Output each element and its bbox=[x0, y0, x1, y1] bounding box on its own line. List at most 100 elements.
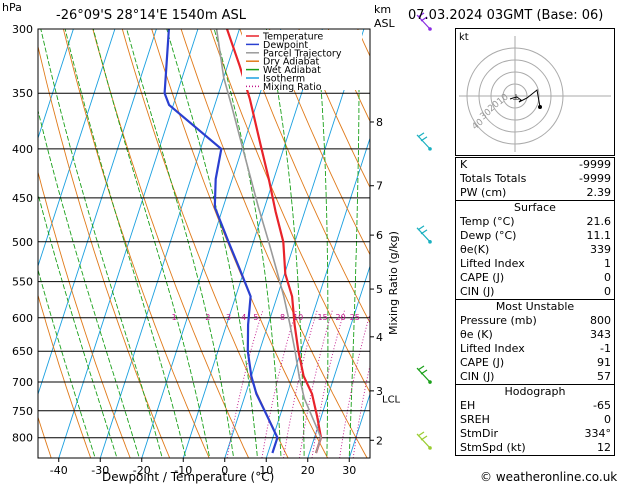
pressure-tick-label: 650 bbox=[12, 345, 33, 358]
pressure-tick-label: 400 bbox=[12, 143, 33, 156]
isotherm-line bbox=[182, 29, 323, 458]
hodo-kt-label: kt bbox=[459, 32, 469, 43]
copyright-footer: © weatheronline.co.uk bbox=[480, 470, 618, 484]
km-unit: km bbox=[374, 3, 392, 16]
wet-adiabat-line bbox=[92, 29, 211, 458]
mixing-ratio-label: 10 bbox=[293, 313, 303, 322]
mu-pressure-row: Pressure (mb) 800 bbox=[460, 314, 611, 327]
wet-adiabat-line bbox=[64, 29, 187, 458]
wind-barb bbox=[416, 431, 432, 450]
pressure-tick-label: 700 bbox=[12, 376, 33, 389]
x-tick-label: 10 bbox=[259, 464, 273, 477]
mu-thetae-row: θe (K) 343 bbox=[460, 328, 611, 341]
isotherm-line bbox=[265, 136, 370, 458]
km-tick-label: 6 bbox=[376, 229, 383, 242]
eh-row: EH -65 bbox=[460, 399, 611, 412]
surface-section: Surface Temp (°C) 21.6 Dewp (°C) 11.1 θe(K… bbox=[456, 200, 614, 299]
mixing-ratio-line bbox=[352, 363, 370, 458]
mixing-ratio-label: 20 bbox=[336, 313, 346, 322]
isotherm-line bbox=[99, 29, 240, 458]
wet-adiabat-line bbox=[265, 29, 305, 458]
x-axis-title: Dewpoint / Temperature (°C) bbox=[102, 470, 275, 484]
wet-adiabat-line bbox=[348, 29, 360, 458]
dry-adiabat-line bbox=[298, 29, 370, 189]
background-lines bbox=[0, 0, 370, 458]
pressure-tick-label: 450 bbox=[12, 192, 33, 205]
isotherm-line bbox=[58, 29, 199, 458]
mixing-ratio-label: 5 bbox=[253, 313, 258, 322]
pressure-tick-label: 350 bbox=[12, 87, 33, 100]
datetime-title: 07.03.2024 03GMT (Base: 06) bbox=[408, 8, 604, 23]
legend-label: Wet Adiabat bbox=[263, 65, 321, 76]
parcel-trajectory-profile bbox=[215, 29, 322, 454]
x-tick-label: -40 bbox=[50, 464, 68, 477]
wind-barb bbox=[416, 132, 432, 151]
x-tick-label: 30 bbox=[342, 464, 356, 477]
isotherm-line bbox=[0, 0, 4, 458]
km-tick-label: 3 bbox=[376, 385, 383, 398]
dry-adiabat-line bbox=[210, 29, 370, 394]
wet-adiabat-line bbox=[38, 268, 96, 458]
legend-background bbox=[242, 30, 362, 90]
wet-adiabat-line bbox=[213, 29, 282, 458]
km-tick-label: 8 bbox=[376, 116, 383, 129]
isotherm-line bbox=[38, 29, 116, 268]
wind-barbs bbox=[416, 12, 432, 450]
mixing-ratio-label: 25 bbox=[350, 313, 360, 322]
mixing-ratio-label: 3 bbox=[226, 313, 231, 322]
pressure-tick-label: 300 bbox=[12, 23, 33, 36]
stmspd-row: StmSpd (kt) 12 bbox=[460, 441, 611, 454]
wind-barb bbox=[416, 12, 432, 31]
isotherm-line bbox=[224, 29, 365, 458]
pressure-tick-label: 800 bbox=[12, 432, 33, 445]
most-unstable-section: Most Unstable Pressure (mb) 800 θe (K) 343… bbox=[456, 299, 614, 384]
dry-adiabat-line bbox=[38, 293, 92, 458]
mixing-ratio-line bbox=[339, 312, 370, 458]
surface-cape-row: CAPE (J) 0 bbox=[460, 271, 611, 284]
location-title: -26°09'S 28°14'E 1540m ASL bbox=[56, 8, 247, 23]
mixing-ratio-line bbox=[226, 310, 264, 458]
mixing-ratio-line bbox=[283, 310, 318, 458]
mixing-ratio-line bbox=[311, 310, 345, 458]
totals-totals-row: Totals Totals -9999 bbox=[460, 172, 611, 185]
x-tick-label: -30 bbox=[91, 464, 109, 477]
legend-label: Isotherm bbox=[263, 74, 305, 85]
hodo-trace bbox=[509, 89, 541, 108]
pw-row: PW (cm) 2.39 bbox=[460, 186, 611, 199]
mixing-ratio-line bbox=[298, 310, 333, 458]
hodograph-table-title: Hodograph bbox=[504, 385, 566, 398]
hpa-unit: hPa bbox=[2, 1, 22, 14]
km-tick-label: 5 bbox=[376, 283, 383, 296]
dewpoint-profile bbox=[163, 29, 279, 454]
km-tick-label: 2 bbox=[376, 434, 383, 447]
mixing-ratio-label: 4 bbox=[241, 313, 246, 322]
km-tick-label: 7 bbox=[376, 180, 383, 193]
sounding-profiles bbox=[163, 29, 323, 454]
dry-adiabat-line bbox=[92, 29, 250, 458]
wet-adiabat-line bbox=[126, 29, 235, 458]
hodo-endpoint bbox=[538, 105, 542, 109]
surface-temp-row: Temp (°C) 21.6 bbox=[460, 215, 611, 228]
legend-label: Dry Adiabat bbox=[263, 57, 320, 68]
mu-cin-row: CIN (J) 57 bbox=[460, 370, 611, 383]
wet-adiabat-line bbox=[38, 108, 140, 458]
mixing-ratio-label: 1 bbox=[172, 313, 177, 322]
km-tick-label: 4 bbox=[376, 331, 383, 344]
wind-barb bbox=[416, 225, 432, 244]
wind-barb bbox=[416, 365, 432, 384]
hodograph-panel: ⟂ kt 40 30 20 10 bbox=[455, 28, 615, 156]
surface-li-row: Lifted Index 1 bbox=[460, 257, 611, 270]
isotherm-line bbox=[307, 264, 370, 458]
legend-label: Mixing Ratio bbox=[263, 82, 322, 93]
pressure-tick-label: 550 bbox=[12, 276, 33, 289]
isotherm-line bbox=[38, 29, 74, 140]
most-unstable-title: Most Unstable bbox=[495, 300, 575, 313]
dry-adiabat-line bbox=[239, 29, 370, 324]
wet-adiabat-line bbox=[166, 29, 258, 458]
wet-adiabat-line bbox=[315, 29, 329, 458]
wet-adiabat-line bbox=[40, 29, 163, 458]
surface-dewp-row: Dewp (°C) 11.1 bbox=[460, 229, 611, 242]
isotherm-line bbox=[38, 29, 157, 396]
x-tick-label: -10 bbox=[174, 464, 192, 477]
